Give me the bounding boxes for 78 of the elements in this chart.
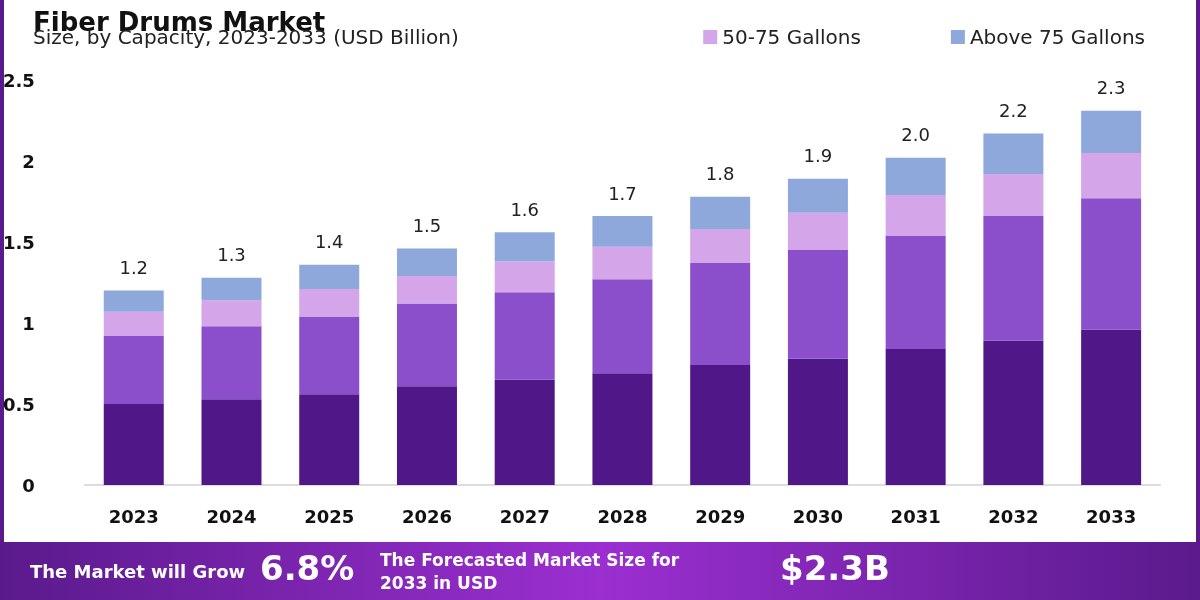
total-label: 1.9 [803, 145, 833, 167]
bar [201, 300, 262, 327]
x-tick-label: 2033 [1086, 505, 1137, 527]
bar [592, 216, 653, 247]
x-tick-label: 2029 [695, 505, 746, 527]
bar [592, 373, 653, 485]
x-tick-label: 2024 [206, 505, 257, 527]
bar [103, 311, 164, 336]
bar [592, 279, 653, 374]
bar [103, 335, 164, 404]
bar [396, 386, 457, 485]
y-tick-label: 1 [22, 312, 35, 334]
bar [103, 290, 164, 312]
bar [592, 246, 653, 280]
total-label: 1.8 [705, 163, 735, 185]
bar [885, 348, 946, 485]
y-tick-label: 1.5 [3, 231, 35, 253]
text: 6.8% [260, 548, 355, 588]
bar [299, 394, 360, 485]
total-label: 2.2 [999, 99, 1028, 121]
y-tick-label: 0 [22, 474, 35, 496]
bar [690, 196, 751, 230]
legend-label: Above 75 Gallons [969, 25, 1146, 49]
bar [494, 379, 555, 485]
bar [396, 303, 457, 387]
bar [983, 173, 1044, 217]
x-tick-label: 2030 [792, 505, 843, 527]
bar [1081, 110, 1142, 153]
bar [690, 365, 751, 485]
bar [787, 250, 848, 359]
legend-label: 50-75 Gallons [722, 25, 861, 49]
text: $2.3B [780, 548, 890, 588]
bar [690, 263, 751, 366]
x-tick-label: 2027 [499, 505, 550, 527]
bar [1081, 329, 1142, 485]
bar [201, 399, 262, 485]
x-tick-label: 2032 [988, 505, 1039, 527]
text: The Forecasted Market Size for 2033 in USD [380, 549, 686, 593]
bar [690, 229, 751, 264]
bar [983, 133, 1044, 174]
bar [787, 212, 848, 251]
x-tick-label: 2026 [401, 505, 453, 527]
x-tick-label: 2031 [890, 505, 941, 527]
bar [396, 276, 457, 304]
bar [494, 232, 555, 262]
bar [885, 195, 946, 236]
bar [494, 292, 555, 380]
total-label: 1.6 [510, 198, 540, 220]
bar [1081, 198, 1142, 330]
bar [299, 264, 360, 289]
bar [885, 235, 946, 349]
bar [494, 261, 555, 293]
bar [1081, 152, 1142, 199]
bar [983, 216, 1044, 341]
total-label: 1.5 [412, 214, 442, 236]
y-tick-label: 2 [22, 150, 35, 172]
bar [299, 316, 360, 395]
x-tick-label: 2025 [304, 505, 355, 527]
total-label: 1.3 [217, 244, 246, 266]
bar [983, 340, 1044, 485]
total-label: 1.4 [314, 231, 344, 253]
bar [396, 248, 457, 277]
bar [885, 157, 946, 196]
y-tick-label: 2.5 [3, 69, 35, 91]
total-label: 1.2 [119, 257, 149, 279]
y-tick-label: 0.5 [3, 393, 35, 415]
bar [201, 326, 262, 400]
x-tick-label: 2028 [597, 505, 648, 527]
bar [787, 178, 848, 213]
total-label: 2.3 [1096, 77, 1126, 99]
text: The Market will Grow [30, 561, 246, 582]
bar [787, 358, 848, 485]
x-tick-label: 2023 [108, 505, 159, 527]
total-label: 2.0 [901, 124, 930, 146]
bar [201, 277, 262, 301]
bar [103, 404, 164, 485]
bar [299, 288, 360, 317]
total-label: 1.7 [608, 182, 637, 204]
